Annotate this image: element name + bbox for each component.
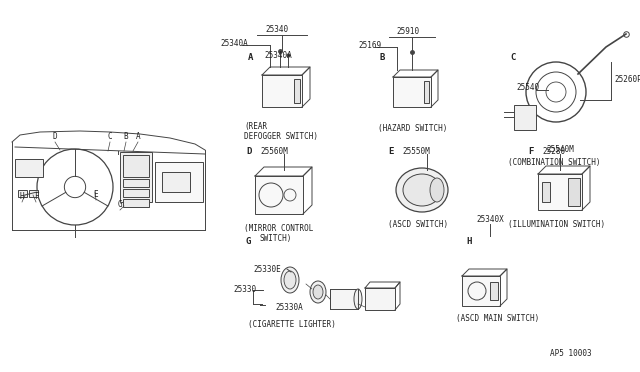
Text: 25330A: 25330A	[275, 302, 303, 311]
Text: E: E	[388, 148, 394, 157]
Text: A: A	[248, 52, 253, 61]
Ellipse shape	[310, 281, 326, 303]
Bar	[123, 199, 149, 207]
Text: 25340: 25340	[265, 25, 288, 33]
Bar	[490, 282, 498, 300]
Text: H: H	[20, 192, 24, 201]
Text: (ILLUMINATION SWITCH): (ILLUMINATION SWITCH)	[508, 219, 605, 228]
Ellipse shape	[354, 289, 362, 309]
Bar	[568, 178, 580, 206]
Bar	[538, 174, 582, 210]
Text: A: A	[136, 132, 140, 141]
Text: 25550M: 25550M	[402, 147, 429, 155]
Text: (CIGARETTE LIGHTER): (CIGARETTE LIGHTER)	[248, 320, 336, 328]
Text: F: F	[34, 192, 38, 201]
Text: E: E	[93, 190, 99, 199]
Text: (MIRROR CONTROL: (MIRROR CONTROL	[244, 224, 314, 232]
Text: 25560M: 25560M	[260, 147, 288, 155]
Text: G: G	[118, 200, 122, 209]
Bar	[18, 190, 27, 197]
Bar	[120, 152, 152, 202]
Bar	[123, 189, 149, 197]
Text: D: D	[246, 148, 252, 157]
Bar	[365, 288, 395, 310]
Bar	[29, 190, 38, 197]
Text: 25280: 25280	[542, 147, 565, 155]
Bar	[262, 75, 302, 107]
Text: 25340A: 25340A	[264, 51, 292, 60]
Bar	[393, 77, 431, 107]
Bar	[462, 276, 500, 306]
Bar	[155, 162, 203, 202]
Text: G: G	[246, 237, 252, 247]
Text: (ASCD MAIN SWITCH): (ASCD MAIN SWITCH)	[456, 314, 540, 323]
Ellipse shape	[403, 174, 441, 206]
Text: (ASCD SWITCH): (ASCD SWITCH)	[388, 219, 448, 228]
Text: 25910: 25910	[396, 26, 419, 35]
Text: 25260P: 25260P	[614, 76, 640, 84]
Text: H: H	[466, 237, 472, 247]
Bar	[542, 182, 550, 202]
Text: 25540: 25540	[516, 83, 539, 92]
Ellipse shape	[430, 178, 444, 202]
Text: (COMBINATION SWITCH): (COMBINATION SWITCH)	[508, 157, 600, 167]
Ellipse shape	[396, 168, 448, 212]
Ellipse shape	[281, 267, 299, 293]
Text: AP5 10003: AP5 10003	[550, 350, 591, 359]
Ellipse shape	[284, 271, 296, 289]
Bar	[330, 289, 358, 309]
Text: B: B	[124, 132, 128, 141]
Bar	[255, 176, 303, 214]
Text: D: D	[52, 132, 58, 141]
Text: F: F	[528, 148, 533, 157]
Text: SWITCH): SWITCH)	[260, 234, 292, 243]
Bar	[424, 81, 429, 103]
Ellipse shape	[313, 285, 323, 299]
Bar	[15, 159, 43, 177]
Bar	[123, 155, 149, 177]
Text: (HAZARD SWITCH): (HAZARD SWITCH)	[378, 125, 447, 134]
Text: C: C	[510, 52, 515, 61]
Text: B: B	[380, 52, 385, 61]
Text: 25340A: 25340A	[220, 38, 248, 48]
Text: 25169: 25169	[358, 41, 381, 49]
Bar	[294, 79, 300, 103]
Bar	[162, 172, 190, 192]
Text: 25330E: 25330E	[253, 264, 281, 273]
Text: 25340X: 25340X	[476, 215, 504, 224]
Text: 25330: 25330	[233, 285, 256, 295]
Text: C: C	[108, 132, 112, 141]
Text: 25540M: 25540M	[546, 145, 573, 154]
Text: DEFOGGER SWITCH): DEFOGGER SWITCH)	[244, 132, 318, 141]
Bar	[514, 105, 536, 130]
Bar	[123, 179, 149, 187]
Text: (REAR: (REAR	[244, 122, 267, 131]
